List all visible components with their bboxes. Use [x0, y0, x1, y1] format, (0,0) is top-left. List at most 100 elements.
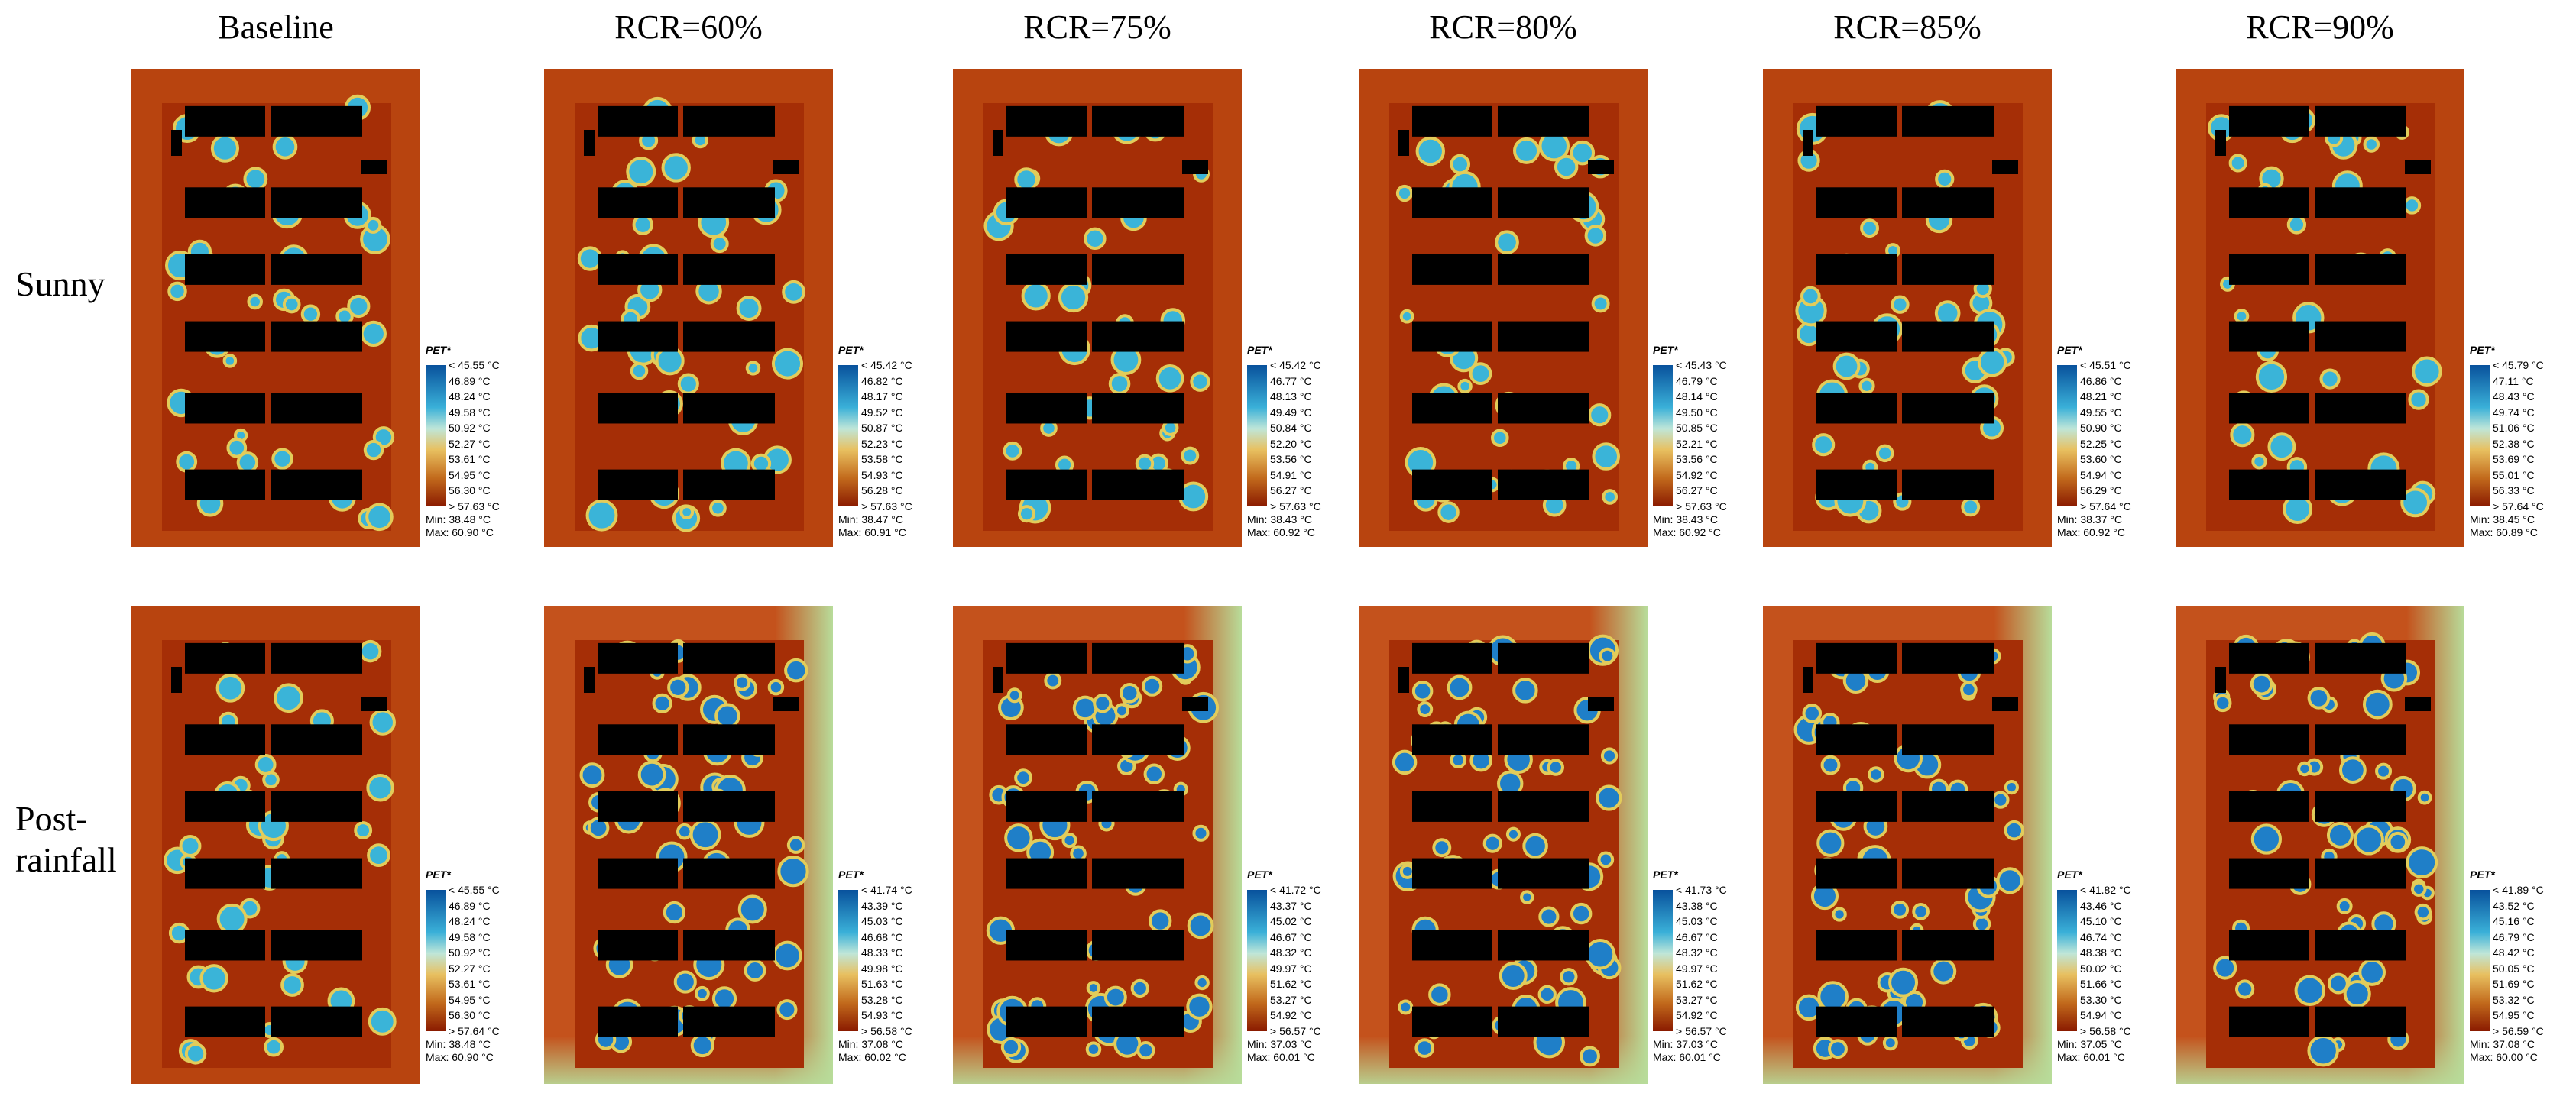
legend-label: 48.42 °C	[2493, 946, 2535, 959]
legend-label: 48.24 °C	[449, 915, 491, 928]
building	[271, 254, 362, 285]
legend-label: < 45.42 °C	[1270, 359, 1321, 371]
legend-label: 54.92 °C	[1676, 468, 1718, 481]
tree-canopy	[1014, 768, 1033, 788]
building	[2229, 791, 2309, 822]
building	[598, 321, 678, 352]
tree-canopy	[1888, 967, 1919, 998]
tree-canopy	[1996, 867, 2024, 894]
building	[1902, 187, 1994, 218]
building	[598, 642, 678, 674]
building	[598, 393, 678, 424]
building	[185, 393, 265, 424]
legend-max: Max: 60.01 °C	[2057, 1051, 2125, 1063]
tree-canopy	[1570, 902, 1593, 925]
building	[1902, 393, 1994, 424]
building	[2315, 105, 2406, 137]
building	[1006, 1006, 1087, 1037]
tree-canopy	[1017, 505, 1036, 523]
building	[2229, 858, 2309, 889]
building	[1902, 791, 1994, 822]
tree-canopy	[1108, 373, 1131, 395]
building	[1412, 254, 1492, 285]
tree-canopy	[1086, 981, 1101, 995]
column-header: RCR=75%	[1023, 8, 1171, 46]
building	[1902, 858, 1994, 889]
legend-label: 43.38 °C	[1676, 899, 1718, 912]
building	[1006, 724, 1087, 755]
building	[185, 642, 265, 674]
tree-canopy	[1437, 501, 1460, 523]
tree-canopy	[1912, 903, 1930, 920]
tree-canopy	[1003, 441, 1022, 461]
legend-label: 50.02 °C	[2080, 962, 2122, 975]
tree-canopy	[1450, 752, 1467, 769]
tree-canopy	[667, 676, 689, 699]
legend-label: 43.52 °C	[2493, 899, 2535, 912]
building	[2229, 254, 2309, 285]
legend-max: Max: 60.90 °C	[426, 1051, 494, 1063]
tree-canopy	[1061, 833, 1077, 849]
legend-label: 56.30 °C	[449, 484, 491, 497]
building	[1006, 187, 1087, 218]
building	[683, 724, 775, 755]
tree-canopy	[632, 214, 653, 235]
legend-label: 51.69 °C	[2493, 978, 2535, 991]
building	[683, 393, 775, 424]
tree-canopy	[677, 373, 699, 395]
building	[361, 160, 387, 174]
legend-label: > 56.59 °C	[2493, 1025, 2544, 1037]
legend-label: 49.98 °C	[861, 962, 903, 975]
building	[1412, 187, 1492, 218]
building	[185, 321, 265, 352]
building	[2315, 393, 2406, 424]
legend-label: < 45.51 °C	[2080, 359, 2131, 371]
building	[1816, 469, 1897, 500]
tree-canopy	[1000, 1037, 1022, 1058]
building	[1412, 642, 1492, 674]
legend-label: 48.17 °C	[861, 390, 903, 403]
tree-canopy	[711, 986, 737, 1011]
building	[185, 791, 265, 822]
legend-title: PET*	[1653, 344, 1678, 356]
tree-canopy	[652, 693, 672, 714]
tree-canopy	[2412, 356, 2442, 387]
building	[185, 858, 265, 889]
tree-canopy	[1891, 900, 1910, 919]
legend-label: 52.21 °C	[1676, 437, 1718, 450]
tree-canopy	[744, 959, 766, 982]
colorbar	[426, 890, 446, 1031]
tree-canopy	[1192, 824, 1210, 842]
building	[598, 930, 678, 961]
tree-canopy	[1930, 958, 1957, 985]
building	[1412, 930, 1492, 961]
tree-canopy	[2411, 881, 2427, 898]
tree-canopy	[2213, 956, 2237, 980]
building	[1588, 697, 1614, 711]
tree-canopy	[2414, 903, 2432, 921]
legend-label: 43.39 °C	[861, 899, 903, 912]
tree-canopy	[226, 437, 248, 458]
tree-canopy	[2326, 821, 2354, 849]
tree-canopy	[1875, 444, 1894, 463]
column-header: RCR=60%	[614, 8, 763, 46]
tree-canopy	[771, 348, 804, 380]
building	[683, 930, 775, 961]
building	[1816, 321, 1897, 352]
legend-label: 53.30 °C	[2080, 993, 2122, 1006]
colorbar	[2470, 365, 2490, 506]
legend-label: 46.89 °C	[449, 899, 491, 912]
tree-canopy	[2004, 820, 2025, 841]
legend-label: 50.92 °C	[449, 422, 491, 435]
building	[171, 130, 182, 156]
colorbar	[2057, 890, 2077, 1031]
building	[271, 642, 362, 674]
legend-label: 48.21 °C	[2080, 390, 2122, 403]
building	[271, 1006, 362, 1037]
building	[1006, 469, 1087, 500]
building	[1498, 724, 1589, 755]
building	[1006, 105, 1087, 137]
legend-title: PET*	[2057, 868, 2082, 881]
tree-canopy	[1469, 362, 1492, 386]
legend-min: Min: 38.45 °C	[2470, 513, 2535, 526]
